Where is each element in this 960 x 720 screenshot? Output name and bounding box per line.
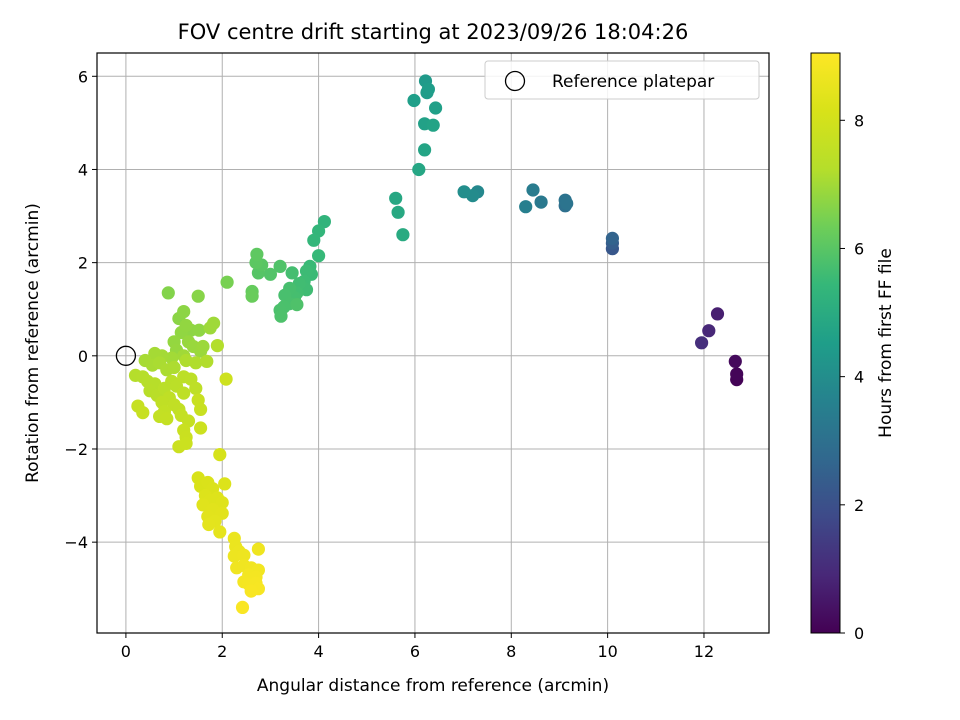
data-point <box>202 517 216 532</box>
legend-marker-reference <box>504 70 526 92</box>
y-tick-label: 0 <box>78 347 88 366</box>
colorbar-label: Hours from first FF file <box>876 248 896 438</box>
colorbar-tick-label: 8 <box>854 111 864 130</box>
data-point <box>218 477 232 491</box>
x-tick-label: 2 <box>217 642 227 661</box>
x-tick-label: 10 <box>597 642 617 661</box>
data-point <box>210 339 224 353</box>
data-point <box>429 101 443 115</box>
data-point <box>312 249 326 263</box>
reference-platepar-marker <box>115 345 137 366</box>
data-point <box>695 336 709 350</box>
y-tick-label: 2 <box>78 254 88 273</box>
data-point <box>179 436 193 450</box>
colorbar-tick-label: 6 <box>854 239 864 258</box>
data-point <box>412 162 426 177</box>
chart-title: FOV centre drift starting at 2023/09/26 … <box>178 20 689 44</box>
legend-label: Reference platepar <box>552 72 714 92</box>
colorbar: 0 2 4 6 8 Hours from first FF file <box>810 52 896 643</box>
colorbar-gradient <box>811 53 840 633</box>
data-point <box>235 600 250 615</box>
data-point <box>728 354 742 368</box>
data-point <box>290 298 304 312</box>
colorbar-tick-label: 2 <box>854 496 864 515</box>
data-point <box>196 339 210 354</box>
data-point <box>519 200 533 214</box>
data-point <box>161 286 175 300</box>
data-point <box>389 191 403 205</box>
data-point <box>396 228 410 242</box>
data-point <box>391 205 405 219</box>
x-axis-label: Angular distance from reference (arcmin) <box>257 676 609 696</box>
points-layer <box>128 74 744 615</box>
data-point <box>227 549 241 563</box>
y-tick-label: −4 <box>64 533 88 552</box>
colorbar-tick-label: 0 <box>854 624 864 643</box>
x-axis-ticks: 0 2 4 6 8 10 12 <box>121 633 714 661</box>
data-point <box>194 402 208 416</box>
x-tick-label: 4 <box>313 642 323 661</box>
y-tick-label: 6 <box>78 67 88 86</box>
data-point <box>244 584 258 598</box>
data-point <box>177 305 191 319</box>
data-point <box>213 448 227 462</box>
data-point <box>526 183 540 197</box>
x-tick-label: 12 <box>694 642 714 661</box>
data-point <box>299 264 314 278</box>
x-tick-label: 0 <box>121 642 131 661</box>
data-point <box>194 421 208 435</box>
colorbar-ticks: 0 2 4 6 8 <box>840 111 864 643</box>
data-point <box>237 548 251 562</box>
data-point <box>192 323 206 337</box>
data-point <box>219 372 233 386</box>
data-point <box>200 354 214 368</box>
data-point <box>245 289 259 303</box>
data-point <box>189 381 203 395</box>
data-point <box>167 360 181 375</box>
reference-layer <box>115 345 137 366</box>
legend: Reference platepar <box>484 60 760 100</box>
data-point <box>702 324 716 338</box>
data-point <box>213 525 227 539</box>
y-tick-label: 4 <box>78 160 88 179</box>
data-point <box>560 196 574 211</box>
data-point <box>274 309 288 323</box>
data-point <box>189 356 203 370</box>
data-point <box>730 367 744 381</box>
data-point <box>307 233 321 247</box>
data-point <box>534 195 548 209</box>
data-point <box>605 231 620 245</box>
y-tick-label: −2 <box>64 440 88 459</box>
data-point <box>177 386 191 400</box>
data-point <box>418 143 432 157</box>
data-point <box>457 185 471 199</box>
colorbar-tick-label: 4 <box>854 368 864 387</box>
data-point <box>160 412 174 426</box>
data-point <box>220 275 234 289</box>
y-axis-label: Rotation from reference (arcmin) <box>23 203 43 483</box>
data-point <box>421 82 435 96</box>
colorbar-frame <box>810 52 841 634</box>
data-point <box>285 266 299 280</box>
data-point <box>179 318 193 333</box>
y-axis-ticks: −4 −2 0 2 4 6 <box>64 67 97 552</box>
data-point <box>215 496 229 510</box>
data-point <box>251 542 265 556</box>
data-point <box>710 307 725 321</box>
data-point <box>426 118 440 132</box>
x-tick-label: 6 <box>410 642 420 661</box>
data-point <box>273 259 287 273</box>
legend-box <box>484 60 760 100</box>
data-point <box>136 406 150 420</box>
data-point <box>250 247 264 261</box>
x-tick-label: 8 <box>506 642 516 661</box>
data-point <box>191 289 205 303</box>
plot-frame <box>96 52 770 634</box>
data-point <box>207 316 221 330</box>
data-point <box>263 267 277 281</box>
data-point <box>407 93 421 108</box>
